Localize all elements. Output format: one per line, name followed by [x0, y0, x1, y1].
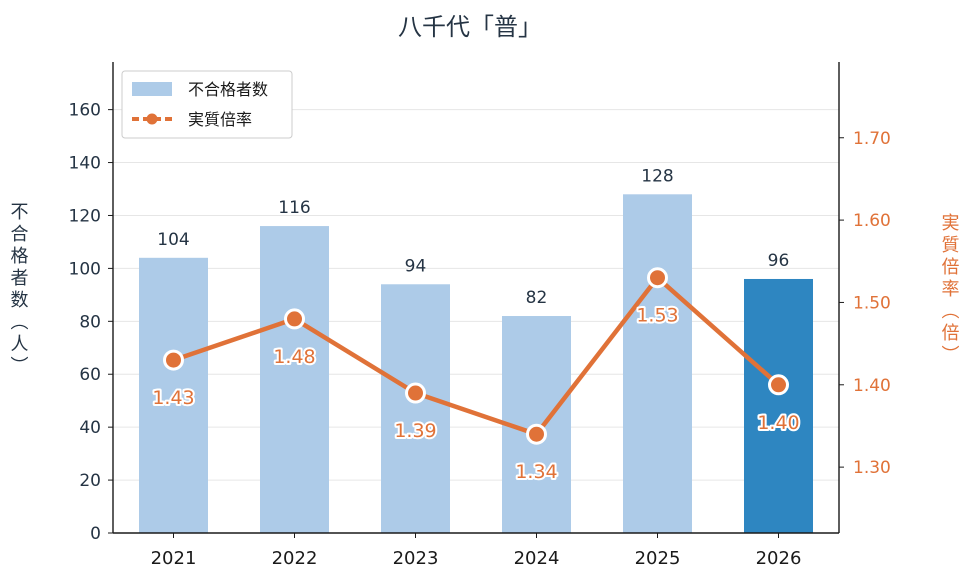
bars: [139, 194, 813, 533]
bar: [623, 194, 692, 533]
bar-value-label: 116: [278, 198, 310, 218]
bar-value-label: 82: [526, 288, 548, 308]
left-tick-label: 0: [90, 524, 101, 544]
ratio-value-label: 1.53: [636, 305, 678, 327]
ratio-line: [163, 267, 789, 445]
bar-labels: 104 116 94 82 128 96: [157, 166, 789, 308]
axes: [112, 62, 840, 534]
left-tick-label: 80: [79, 312, 101, 332]
bar-value-label: 128: [641, 166, 673, 186]
ratio-point: [284, 308, 305, 330]
y-axis-label-left: 不合格者数（人）: [8, 202, 29, 378]
x-tick-label: 2026: [756, 548, 802, 569]
right-tick-label: 1.30: [853, 458, 891, 478]
legend-line-marker: [146, 113, 158, 125]
legend-bar-label: 不合格者数: [188, 80, 268, 99]
y-axis-label-right: 実質倍率（倍）: [939, 213, 960, 367]
legend-bar-swatch: [132, 82, 172, 96]
ratio-value-label: 1.39: [394, 420, 436, 442]
right-tick-labels: 1.30 1.40 1.50 1.60 1.70: [839, 129, 891, 478]
ratio-point: [405, 382, 426, 404]
bar: [260, 226, 329, 533]
ratio-point: [647, 267, 668, 289]
right-tick-label: 1.60: [853, 211, 891, 231]
bar: [381, 284, 450, 533]
bar: [744, 278, 813, 533]
ratio-value-label: 1.48: [273, 346, 315, 368]
ratio-point: [163, 349, 184, 371]
left-tick-label: 120: [69, 206, 101, 226]
bar: [139, 257, 208, 533]
left-tick-label: 20: [79, 471, 101, 491]
x-tick-label: 2022: [272, 548, 318, 569]
chart-title: 八千代「普」: [398, 13, 542, 41]
x-tick-label: 2021: [151, 548, 197, 569]
ratio-labels: 1.43 1.48 1.39 1.34 1.53 1.40: [150, 303, 801, 485]
gridlines: [113, 109, 839, 481]
ratio-value-label: 1.40: [757, 412, 799, 434]
bar-value-label: 104: [157, 230, 189, 250]
legend-line-label: 実質倍率: [188, 110, 252, 129]
x-tick-label: 2024: [514, 548, 560, 569]
ratio-value-label: 1.43: [152, 387, 194, 409]
ratio-value-label: 1.34: [515, 461, 557, 483]
ratio-point: [768, 374, 789, 396]
left-tick-label: 140: [69, 154, 101, 174]
left-tick-labels: 0 20 40 60 80 100 120 140 160: [69, 101, 113, 544]
left-tick-label: 60: [79, 365, 101, 385]
right-tick-label: 1.40: [853, 376, 891, 396]
x-tick-labels: 2021 2022 2023 2024 2025 2026: [151, 533, 802, 569]
x-tick-label: 2025: [635, 548, 681, 569]
right-tick-label: 1.50: [853, 293, 891, 313]
legend: 不合格者数 実質倍率: [121, 70, 293, 139]
left-tick-label: 40: [79, 418, 101, 438]
ratio-line-path: [172, 275, 780, 437]
right-tick-label: 1.70: [853, 129, 891, 149]
bar-value-label: 94: [405, 256, 427, 276]
left-tick-label: 100: [69, 259, 101, 279]
bar-value-label: 96: [768, 251, 790, 271]
x-tick-label: 2023: [393, 548, 439, 569]
ratio-point: [526, 423, 547, 445]
left-tick-label: 160: [69, 101, 101, 121]
